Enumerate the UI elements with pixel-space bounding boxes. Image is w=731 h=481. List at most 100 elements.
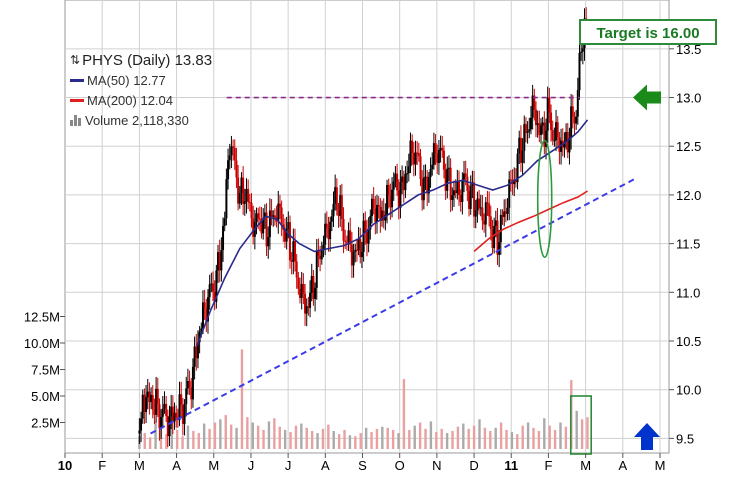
candle-body: [529, 117, 532, 130]
volume-bar: [510, 432, 514, 449]
volume-bar: [456, 426, 460, 449]
candle-body: [426, 176, 429, 194]
candle-body: [200, 328, 203, 332]
candle-body: [302, 284, 305, 294]
candle-body: [165, 403, 168, 416]
candle-body: [578, 52, 581, 91]
candle-body: [540, 125, 542, 135]
x-tick-label: N: [432, 458, 441, 473]
candle-body: [175, 412, 178, 418]
volume-bar: [364, 427, 368, 449]
candle-body: [494, 220, 497, 226]
candle-body: [235, 160, 238, 178]
candle-body: [496, 220, 499, 255]
candle-body: [345, 241, 348, 243]
target-box: Target is 16.00: [579, 19, 717, 45]
volume-bar: [543, 418, 546, 449]
candle-body: [407, 166, 410, 174]
legend-ma200: MA(200) 12.04: [70, 90, 212, 110]
candle-body: [263, 212, 266, 218]
volume-bar: [181, 436, 184, 449]
candle-body: [514, 179, 517, 183]
volume-bar: [586, 417, 589, 449]
candle-body: [360, 251, 363, 258]
candle-body: [350, 244, 353, 266]
candle-body: [294, 241, 297, 262]
candle-body: [307, 306, 310, 308]
candle-body: [449, 167, 452, 200]
candle-body: [550, 112, 553, 131]
candle-body: [228, 155, 231, 161]
candle-body: [277, 203, 280, 222]
volume-bar: [170, 417, 173, 449]
candle-body: [252, 218, 255, 237]
volume-tick-label: 10.0M: [24, 336, 60, 351]
ma50-swatch-icon: [70, 78, 84, 82]
candle-body: [300, 284, 303, 298]
candle-body: [151, 394, 154, 410]
candle-body: [255, 213, 258, 223]
candle-body: [474, 210, 477, 217]
candle-body: [580, 51, 583, 53]
volume-bar: [580, 419, 584, 449]
candle-body: [545, 130, 548, 147]
candle-body: [565, 131, 568, 143]
candle-body: [392, 181, 395, 190]
candle-body: [352, 251, 355, 266]
candle-body: [180, 394, 183, 405]
legend-ma50-label: MA(50) 12.77: [87, 72, 166, 88]
candle-body: [354, 249, 357, 252]
candle-body: [339, 195, 342, 216]
candle-body: [441, 148, 444, 151]
candle-body: [513, 179, 516, 185]
volume-bar: [251, 422, 254, 449]
candle-body: [273, 215, 276, 219]
candle-body: [278, 203, 281, 208]
candle-body: [521, 150, 524, 163]
candle-body: [543, 122, 546, 147]
candle-body: [570, 106, 573, 139]
volume-bar: [202, 423, 206, 449]
candle-body: [519, 137, 522, 163]
candle-body: [210, 283, 213, 285]
volume-bar: [532, 427, 535, 449]
price-tick-label: 10.5: [676, 334, 701, 349]
up-down-icon: ⇅: [70, 53, 80, 67]
x-tick-label: M: [208, 458, 219, 473]
candle-body: [563, 142, 566, 148]
candle-body: [548, 97, 551, 113]
candle-body: [478, 198, 481, 209]
volume-bar: [559, 422, 562, 449]
volume-bar: [537, 430, 541, 449]
candle-body: [317, 250, 320, 256]
candle-body: [463, 173, 466, 180]
legend-ma50: MA(50) 12.77: [70, 70, 212, 90]
candle-body: [186, 381, 189, 389]
candle-body: [171, 406, 174, 422]
candle-body: [173, 412, 176, 422]
candle-body: [386, 184, 389, 216]
volume-bar: [337, 434, 341, 449]
legend-title: PHYS (Daily) 13.83: [82, 51, 213, 69]
ma200-swatch-icon: [70, 98, 84, 102]
candle-body: [297, 277, 300, 289]
candle-body: [190, 387, 193, 400]
candle-body: [384, 215, 387, 221]
candle-body: [379, 206, 382, 221]
legend-volume: Volume 2,118,330: [70, 110, 212, 130]
candle-body: [484, 202, 487, 225]
candle-body: [424, 176, 427, 178]
candle-body: [523, 124, 526, 151]
candle-body: [355, 249, 358, 251]
ma-gap-ellipse: [536, 139, 553, 259]
candle-body: [330, 216, 333, 222]
candle-body: [489, 216, 492, 230]
candle-body: [476, 198, 479, 211]
candle-body: [431, 164, 434, 169]
volume-tick-label: 5.0M: [31, 389, 60, 404]
volume-bar: [175, 429, 179, 449]
volume-bar: [483, 427, 487, 449]
candle-body: [427, 177, 430, 194]
volume-bar: [472, 425, 476, 449]
volume-bar: [289, 432, 292, 449]
